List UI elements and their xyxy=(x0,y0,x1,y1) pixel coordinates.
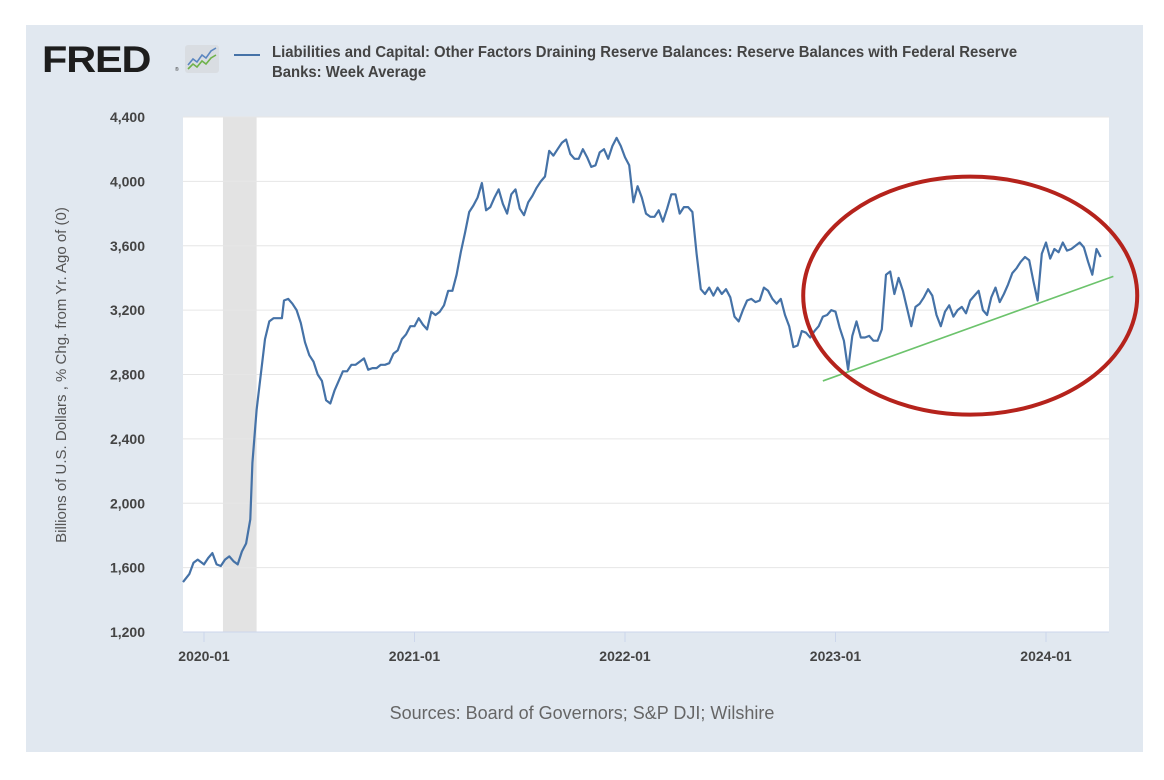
y-tick-label: 3,200 xyxy=(110,302,145,318)
y-tick-label: 2,000 xyxy=(110,495,145,511)
y-tick-label: 4,000 xyxy=(110,173,145,189)
y-tick-label: 2,400 xyxy=(110,431,145,447)
legend-series-swatch xyxy=(234,54,260,56)
x-tick-label: 2020-01 xyxy=(178,648,230,664)
x-tick-label: 2022-01 xyxy=(599,648,651,664)
x-tick-label: 2023-01 xyxy=(810,648,862,664)
y-tick-label: 4,400 xyxy=(110,109,145,125)
x-tick-label: 2021-01 xyxy=(389,648,441,664)
trend-line xyxy=(822,275,1114,382)
fred-chart-icon xyxy=(185,45,219,73)
y-axis-label: Billions of U.S. Dollars , % Chg. from Y… xyxy=(53,207,70,543)
y-tick-label: 1,600 xyxy=(110,560,145,576)
sources-note: Sources: Board of Governors; S&P DJI; Wi… xyxy=(389,703,775,723)
chart-title: Liabilities and Capital: Other Factors D… xyxy=(272,44,1018,81)
series-line xyxy=(182,136,1102,583)
y-tick-label: 1,200 xyxy=(110,624,145,640)
registered-mark: ® xyxy=(175,67,179,73)
fred-logo[interactable]: FRED xyxy=(42,39,151,80)
y-tick-label: 2,800 xyxy=(110,367,145,383)
y-tick-label: 3,600 xyxy=(110,238,145,254)
highlight-ellipse xyxy=(801,174,1140,417)
x-tick-label: 2024-01 xyxy=(1020,648,1072,664)
